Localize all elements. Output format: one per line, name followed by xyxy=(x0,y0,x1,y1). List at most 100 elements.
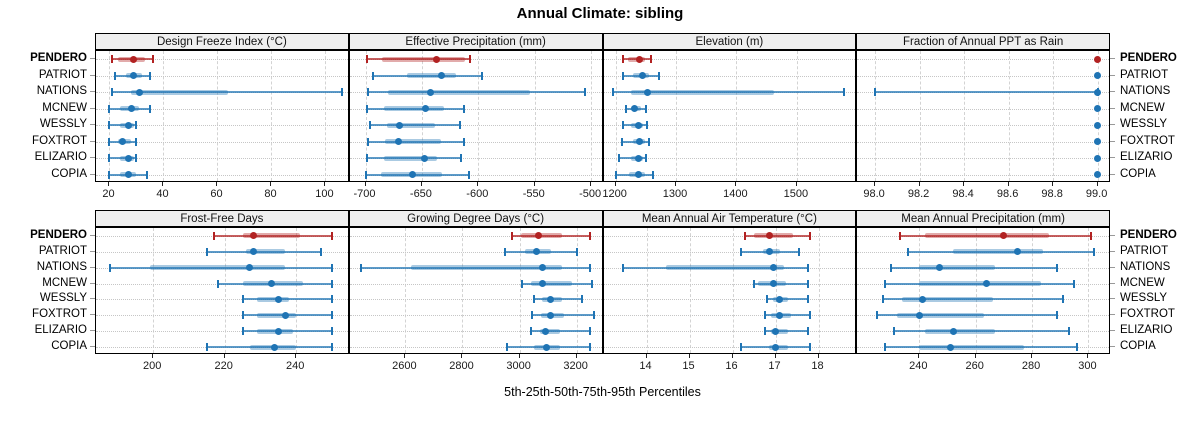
vertical-gridline xyxy=(217,51,219,181)
chart-title: Annual Climate: sibling xyxy=(516,5,684,22)
whisker-cap xyxy=(591,279,594,288)
row-tick xyxy=(1110,266,1115,268)
x-axis-tick-label: -700 xyxy=(353,188,376,200)
vertical-gridline xyxy=(405,228,407,353)
vertical-gridline xyxy=(875,51,877,181)
row-guideline xyxy=(349,283,602,285)
row-tick xyxy=(1110,124,1115,126)
row-guideline xyxy=(96,75,348,77)
vertical-gridline xyxy=(646,228,648,353)
vertical-gridline xyxy=(421,51,423,181)
x-axis-tick xyxy=(324,182,326,186)
whisker-cap xyxy=(241,311,244,320)
whisker-line xyxy=(764,330,808,333)
whisker-cap xyxy=(459,121,462,130)
row-guideline xyxy=(857,75,1110,77)
whisker-cap xyxy=(148,71,151,80)
x-axis-tick xyxy=(688,354,690,358)
whisker-cap xyxy=(1067,327,1070,336)
x-axis-tick-label: 20 xyxy=(102,188,115,200)
row-guideline xyxy=(857,174,1110,176)
row-tick xyxy=(1110,250,1115,252)
whisker-cap xyxy=(649,55,652,64)
x-axis-tick xyxy=(918,182,920,186)
whisker-cap xyxy=(806,327,809,336)
row-guideline xyxy=(349,299,602,301)
whisker-cap xyxy=(372,71,375,80)
whisker-cap xyxy=(646,121,648,130)
x-axis-tick-label: 98.0 xyxy=(863,188,885,200)
vertical-gridline xyxy=(919,228,921,353)
whisker-cap xyxy=(884,279,887,288)
median-dot xyxy=(769,280,777,288)
whisker-cap xyxy=(658,71,661,80)
row-guideline xyxy=(857,59,1110,61)
x-axis-tick xyxy=(963,182,965,186)
site-label: FOXTROT xyxy=(30,133,89,148)
median-dot xyxy=(433,55,441,63)
whisker-cap xyxy=(625,104,628,113)
row-guideline xyxy=(349,141,602,143)
whisker-line xyxy=(370,124,461,127)
median-dot xyxy=(409,171,417,179)
whisker-line xyxy=(612,91,844,94)
site-label: PENDERO xyxy=(1118,227,1179,242)
median-dot xyxy=(543,343,551,351)
whisker-cap xyxy=(205,247,208,256)
row-tick xyxy=(90,157,95,159)
row-guideline xyxy=(349,174,602,176)
row-guideline xyxy=(603,75,856,77)
panel-strip: Fraction of Annual PPT as Rain xyxy=(856,33,1110,50)
median-dot xyxy=(127,105,135,113)
whisker-cap xyxy=(108,104,111,113)
row-guideline xyxy=(349,315,602,317)
row-tick xyxy=(90,282,95,284)
whisker-cap xyxy=(614,170,617,179)
row-guideline xyxy=(96,141,348,143)
median-dot xyxy=(541,327,549,335)
whisker-cap xyxy=(340,88,343,97)
whisker-cap xyxy=(763,311,766,320)
median-dot xyxy=(1014,248,1022,256)
whisker-cap xyxy=(898,231,901,240)
row-guideline xyxy=(96,59,348,61)
whisker-cap xyxy=(1090,231,1093,240)
median-dot xyxy=(644,88,652,96)
whisker-cap xyxy=(588,327,591,336)
whisker-cap xyxy=(644,104,647,113)
x-axis-tick-label: 2800 xyxy=(449,360,474,372)
vertical-gridline xyxy=(615,51,617,181)
whisker-cap xyxy=(364,170,367,179)
whisker-line xyxy=(367,140,464,143)
row-tick xyxy=(90,314,95,316)
median-dot xyxy=(534,232,542,240)
row-guideline xyxy=(349,251,602,253)
row-guideline xyxy=(603,235,856,237)
row-guideline xyxy=(603,125,856,127)
row-guideline xyxy=(603,347,856,349)
row-guideline xyxy=(96,108,348,110)
whisker-line xyxy=(615,173,654,176)
x-axis-tick xyxy=(735,182,737,186)
whisker-cap xyxy=(588,231,591,240)
row-guideline xyxy=(96,331,348,333)
whisker-line xyxy=(365,173,470,176)
median-dot xyxy=(1000,232,1008,240)
median-dot xyxy=(639,72,647,80)
median-dot xyxy=(1094,105,1102,113)
median-dot xyxy=(437,72,445,80)
row-guideline xyxy=(96,174,348,176)
vertical-gridline xyxy=(818,228,820,353)
whisker-cap xyxy=(1093,247,1096,256)
row-tick xyxy=(90,107,95,109)
whisker-cap xyxy=(581,295,584,304)
panel-plot-area xyxy=(95,227,349,354)
site-label: NATIONS xyxy=(34,259,89,274)
row-guideline xyxy=(349,235,602,237)
whisker-cap xyxy=(740,343,743,352)
row-guideline xyxy=(603,251,856,253)
x-axis-tick-label: 1200 xyxy=(602,188,627,200)
panel-plot-area xyxy=(856,227,1110,354)
whisker-cap xyxy=(108,121,111,130)
x-axis-tick xyxy=(795,182,797,186)
